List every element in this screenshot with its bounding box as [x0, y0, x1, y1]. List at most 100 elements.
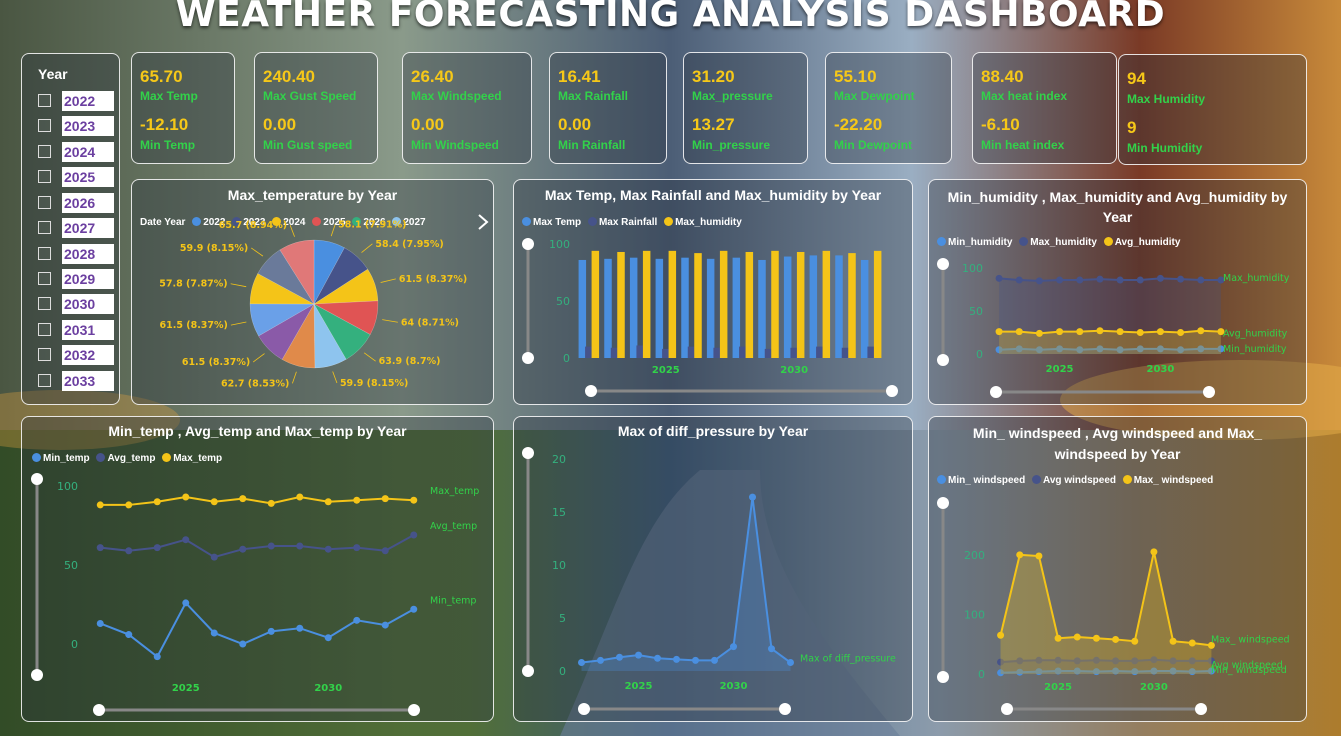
legend-next-arrow-icon[interactable] [476, 213, 490, 231]
pie-slice [279, 239, 315, 305]
data-point [182, 599, 190, 607]
horizontal-slider-handle [990, 386, 1002, 398]
kpi-max-value: 88.40 [981, 67, 1024, 86]
series-end-label: Avg_temp [430, 521, 477, 532]
year-option-2024[interactable]: 2024 [38, 142, 118, 162]
pie-leader-line [230, 321, 247, 326]
pie-leader-line [380, 278, 396, 283]
data-point [324, 634, 332, 642]
series-end-label: Min_temp [430, 595, 476, 606]
data-point [1177, 346, 1185, 354]
bar [617, 251, 625, 358]
kpi-max-value: 240.40 [263, 67, 315, 86]
kpi-min-label: Min Temp [140, 138, 196, 152]
year-option-2031[interactable]: 2031 [38, 320, 118, 340]
pressure-chart: 0 5 10 15 20 2025 2030 Max of diff_pressure [522, 447, 896, 715]
year-option-2025[interactable]: 2025 [38, 167, 118, 187]
pie-leader-line [382, 319, 398, 323]
x-tick-label: 2030 [1146, 364, 1174, 375]
year-option-2028[interactable]: 2028 [38, 244, 118, 264]
vertical-slider-handle [522, 665, 534, 677]
year-option-2030[interactable]: 2030 [38, 294, 118, 314]
data-point [1112, 657, 1120, 665]
data-point [1016, 657, 1024, 665]
year-label: 2022 [62, 91, 114, 111]
year-option-2029[interactable]: 2029 [38, 269, 118, 289]
y-tick-label: 10 [552, 559, 566, 572]
year-option-2026[interactable]: 2026 [38, 193, 118, 213]
pie-chart-panel: Max_temperature by Year Date Year 2022 2… [131, 179, 494, 405]
data-point [210, 553, 218, 561]
kpi-max-label: Max_pressure [692, 89, 773, 103]
vertical-slider-handle [522, 352, 534, 364]
data-point [1016, 668, 1024, 676]
checkbox[interactable] [38, 170, 51, 183]
legend-entry: Max_humidity [675, 217, 742, 228]
data-point [1169, 637, 1177, 645]
vertical-slider-handle [937, 671, 949, 683]
checkbox[interactable] [38, 221, 51, 234]
legend-title: Date Year [140, 217, 186, 228]
year-option-2023[interactable]: 2023 [38, 116, 118, 136]
y-tick-label: 20 [552, 453, 566, 466]
data-point [997, 669, 1005, 677]
bar-chart: 0 50 100 2025 2030 [522, 238, 898, 397]
y-tick-label: 0 [563, 352, 570, 365]
legend-entry: Max_humidity [1030, 237, 1097, 248]
legend-entry: Min_ windspeed [948, 475, 1026, 486]
kpi-card-windspeed: 26.40 Max Windspeed 0.00 Min Windspeed [402, 52, 532, 164]
data-point [153, 544, 161, 552]
year-option-2033[interactable]: 2033 [38, 371, 118, 391]
data-point [1156, 328, 1164, 336]
kpi-card-humidity: 94 Max Humidity 9 Min Humidity [1118, 54, 1307, 165]
checkbox[interactable] [38, 272, 51, 285]
data-point [1217, 276, 1225, 284]
kpi-min-label: Min Rainfall [558, 138, 626, 152]
bar [796, 251, 805, 358]
bar [642, 250, 651, 358]
legend-dot [232, 217, 242, 226]
checkbox[interactable] [38, 374, 51, 387]
series-area [581, 497, 791, 671]
year-option-2027[interactable]: 2027 [38, 218, 118, 238]
pie-leader-line [292, 371, 297, 384]
pie-chart: 58.1 (7.91%) 58.4 (7.95%) 61.5 (8.37%) 64 (… [159, 220, 467, 390]
data-point [381, 547, 389, 555]
bar [578, 259, 587, 358]
series-end-label: Avg windspeed [1211, 660, 1283, 671]
checkbox[interactable] [38, 323, 51, 336]
checkbox[interactable] [38, 247, 51, 260]
data-point [296, 493, 304, 501]
data-point [1096, 345, 1104, 353]
data-point [1054, 656, 1062, 664]
checkbox[interactable] [38, 348, 51, 361]
checkbox[interactable] [38, 196, 51, 209]
kpi-max-value: 31.20 [692, 67, 735, 86]
pie-data-label: 64 (8.71%) [401, 317, 459, 328]
checkbox[interactable] [38, 297, 51, 310]
bar [822, 250, 831, 358]
year-option-2022[interactable]: 2022 [38, 91, 118, 111]
y-tick-label: 50 [969, 305, 983, 318]
pie-leader-line [332, 371, 338, 384]
series-end-label: Max_temp [430, 486, 479, 497]
legend-dot [312, 217, 322, 226]
kpi-min-value: 0.00 [558, 115, 592, 134]
pie-slice [281, 303, 316, 369]
bar [841, 347, 850, 358]
pie-slice [257, 249, 315, 305]
horizontal-slider-handle [1203, 386, 1215, 398]
data-point [1188, 657, 1196, 665]
checkbox[interactable] [38, 145, 51, 158]
legend-entry: 2023 [243, 217, 266, 228]
data-point [1150, 667, 1158, 675]
y-tick-label: 100 [57, 480, 78, 493]
checkbox[interactable] [38, 94, 51, 107]
legend-dot [664, 217, 674, 226]
checkbox[interactable] [38, 119, 51, 132]
year-option-2032[interactable]: 2032 [38, 345, 118, 365]
data-point [995, 274, 1003, 282]
data-point [673, 655, 680, 663]
pie-data-label: 65.7 (8.94%) [219, 220, 287, 231]
data-point [1035, 277, 1043, 285]
